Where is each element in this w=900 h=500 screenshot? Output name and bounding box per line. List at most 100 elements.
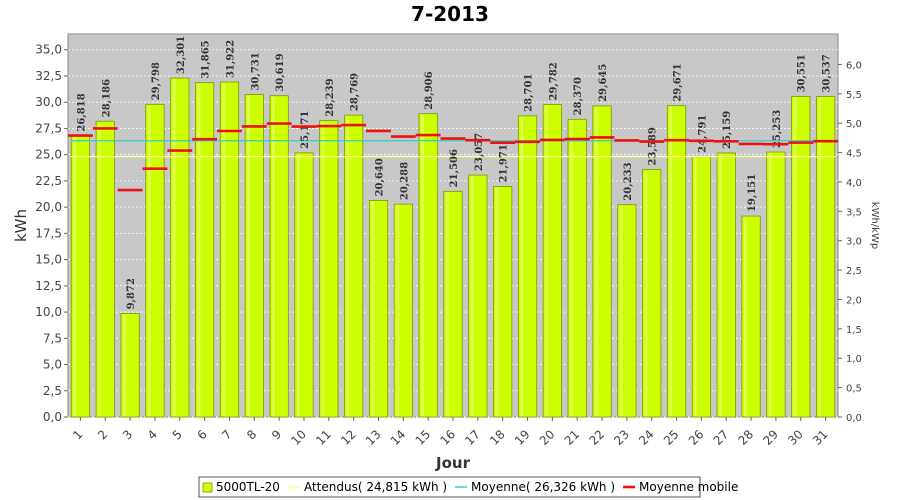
bar-highlight [644,170,648,416]
data-label: 9,872 [126,278,137,309]
x-tick-label: 20 [537,427,558,448]
bar-highlight [545,105,549,417]
y-tick-label: 27,5 [35,121,62,135]
data-label: 25,159 [722,111,733,149]
bar-highlight [818,97,822,417]
y-axis-title: kWh [12,209,30,242]
bar-highlight [594,106,598,417]
bar-highlight [669,106,673,417]
x-tick-label: 12 [338,427,359,448]
y2-tick-label: 5,0 [846,119,862,130]
bar-highlight [98,122,102,416]
y2-axis-title: kWh/kWp [869,202,880,249]
bar-highlight [172,79,176,417]
bar-highlight [73,136,77,417]
x-tick-label: 18 [487,427,508,448]
bar-highlight [495,187,499,416]
y-tick-label: 0,0 [43,410,62,424]
data-label: 31,865 [201,40,212,78]
y2-tick-label: 1,5 [846,325,862,336]
x-tick-label: 1 [70,427,85,442]
bar-highlight [445,192,449,416]
y-tick-label: 7,5 [43,331,62,345]
data-label: 20,288 [399,162,410,200]
data-label: 28,906 [424,71,435,109]
bar-highlight [396,205,400,416]
legend-swatch [202,482,213,493]
data-label: 26,818 [76,93,87,131]
data-label: 20,233 [623,162,634,200]
y2-tick-label: 3,5 [846,207,862,218]
data-label: 30,619 [275,53,286,91]
y2-tick-label: 3,0 [846,237,862,248]
bar-highlight [296,153,300,417]
bar-highlight [520,116,524,416]
y2-tick-label: 2,0 [846,295,862,306]
bar-highlight [743,217,747,416]
x-tick-label: 26 [686,427,707,448]
bar-highlight [321,121,325,417]
x-tick-label: 11 [313,427,334,448]
bar-highlight [619,205,623,416]
x-tick-label: 17 [462,427,483,448]
y-tick-label: 32,5 [35,69,62,83]
data-label: 25,171 [300,111,311,149]
x-tick-label: 10 [288,427,309,448]
legend-item-label: Moyenne( 26,326 kWh ) [471,480,615,494]
x-tick-label: 22 [586,427,607,448]
data-label: 25,253 [772,110,783,148]
x-tick-label: 9 [269,427,284,442]
x-tick-label: 14 [388,427,409,448]
data-label: 30,731 [250,52,261,90]
x-tick-label: 4 [145,427,160,442]
data-label: 30,537 [822,54,833,92]
x-tick-label: 13 [363,427,384,448]
data-label: 19,151 [747,174,758,212]
y-tick-label: 25,0 [35,148,62,162]
bar-highlight [694,157,698,416]
data-label: 30,551 [797,54,808,92]
bar-highlight [793,97,797,416]
y2-tick-label: 4,0 [846,178,862,189]
x-tick-label: 30 [785,427,806,448]
bar-highlight [247,95,251,417]
bar-highlight [147,105,151,416]
y-tick-label: 20,0 [35,200,62,214]
chart-title: 7-2013 [411,2,489,26]
y2-tick-label: 0,0 [846,413,862,424]
y-tick-label: 2,5 [43,384,62,398]
bar-highlight [719,154,723,417]
x-tick-label: 23 [611,427,632,448]
data-label: 28,769 [350,73,361,111]
data-label: 23,589 [648,127,659,165]
x-tick-label: 3 [120,427,135,442]
data-label: 32,301 [176,36,187,74]
data-label: 28,701 [524,74,535,112]
y-tick-label: 12,5 [35,279,62,293]
data-label: 20,640 [374,158,385,196]
bar-highlight [197,83,201,417]
x-tick-label: 6 [194,427,209,442]
y2-tick-label: 4,5 [846,149,862,160]
y-tick-label: 35,0 [35,43,62,57]
x-tick-label: 16 [437,427,458,448]
bar-highlight [470,176,474,416]
bar-highlight [768,153,772,416]
y-tick-label: 30,0 [35,95,62,109]
data-label: 31,922 [225,40,236,78]
bar-highlight [570,120,574,416]
data-label: 21,506 [449,149,460,187]
x-tick-label: 5 [170,427,185,442]
data-label: 28,186 [101,79,112,117]
x-axis-title: Jour [435,454,471,472]
data-label: 29,645 [598,64,609,102]
legend: 5000TL-20 Attendus( 24,815 kWh ) Moyenne( … [198,476,738,498]
bar-highlight [122,314,126,416]
data-label: 29,671 [673,63,684,101]
legend-item-label: 5000TL-20 [216,480,280,494]
data-label: 21,971 [499,144,510,182]
bar-highlight [271,96,275,417]
y2-tick-label: 0,5 [846,384,862,395]
